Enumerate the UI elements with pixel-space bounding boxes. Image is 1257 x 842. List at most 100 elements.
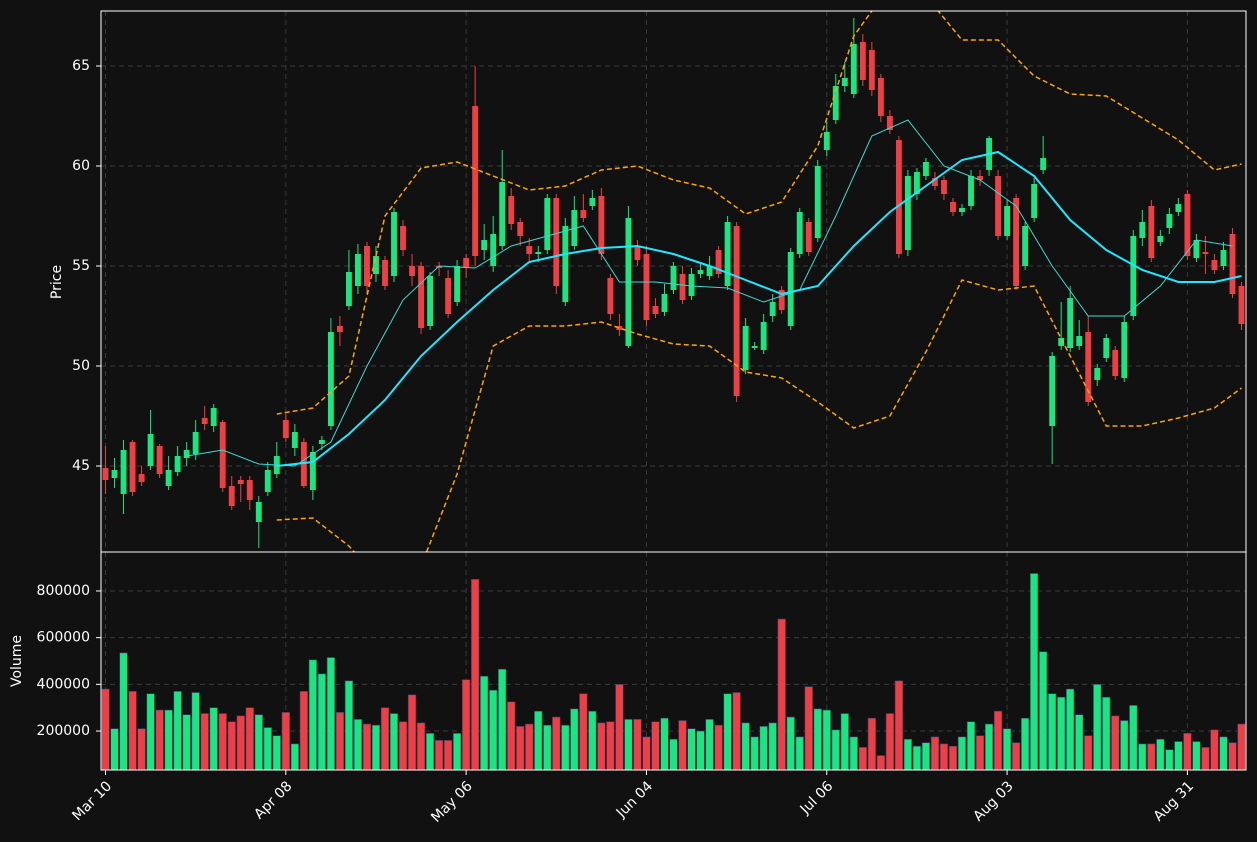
volume-bar xyxy=(164,709,173,770)
volume-bar xyxy=(750,736,759,770)
volume-bar xyxy=(1228,742,1237,770)
candle-body xyxy=(156,446,163,474)
volume-bar xyxy=(290,743,299,770)
candle-body xyxy=(742,326,749,370)
candle-body xyxy=(733,226,740,396)
candle-body xyxy=(1148,206,1155,258)
volume-bar xyxy=(218,713,227,770)
volume-bar xyxy=(894,680,904,770)
candle-body xyxy=(355,254,361,286)
volume-bar xyxy=(245,707,254,770)
candle-body xyxy=(1022,226,1029,266)
candle-body xyxy=(264,470,271,492)
volume-bar xyxy=(624,719,633,770)
volume-bar xyxy=(840,713,849,770)
volume-bar xyxy=(462,679,471,770)
candle-body xyxy=(517,222,524,236)
volume-bar xyxy=(1174,741,1183,770)
candle-body xyxy=(309,452,316,490)
y-tick-label: 800000 xyxy=(37,583,90,599)
volume-bar xyxy=(903,738,913,770)
y-axis-label: Price xyxy=(49,265,65,299)
volume-bar xyxy=(182,714,191,770)
volume-bar xyxy=(471,579,480,770)
volume-bar xyxy=(633,719,642,770)
candle-body xyxy=(868,50,875,90)
volume-bar xyxy=(534,710,543,770)
volume-bar xyxy=(912,745,922,770)
candle-body xyxy=(913,172,920,194)
candle-body xyxy=(192,432,199,454)
volume-bar xyxy=(813,708,822,770)
volume-bar xyxy=(498,668,507,770)
y-tick-label: 45 xyxy=(72,458,90,474)
candle-body xyxy=(886,116,893,130)
volume-bar xyxy=(281,712,290,770)
candle-body xyxy=(995,176,1001,236)
volume-bar xyxy=(425,733,435,770)
candle-body xyxy=(409,266,415,276)
volume-bar xyxy=(236,715,245,770)
volume-bar xyxy=(822,709,831,770)
volume-bar xyxy=(434,740,444,770)
candle-body xyxy=(1157,236,1164,242)
candle-body xyxy=(724,222,731,286)
candle-body xyxy=(526,246,533,254)
candle-body xyxy=(598,196,605,254)
candle-body xyxy=(706,266,713,276)
candle-body xyxy=(1094,368,1101,380)
band-line xyxy=(276,11,1242,415)
volume-bar xyxy=(299,691,308,770)
volume-bar xyxy=(993,710,1003,770)
volume-bar xyxy=(119,652,128,770)
candle-body xyxy=(1202,252,1209,254)
volume-bar xyxy=(966,721,976,770)
volume-bar xyxy=(110,728,119,770)
candle-body xyxy=(877,78,884,116)
volume-bar xyxy=(786,716,795,770)
volume-bar xyxy=(1219,736,1228,770)
candle-body xyxy=(1211,260,1218,270)
candle-body xyxy=(697,270,704,274)
candle-body xyxy=(751,346,758,348)
volume-bar xyxy=(1029,573,1039,770)
candle-body xyxy=(968,176,974,206)
candle-body xyxy=(400,226,406,250)
candle-body xyxy=(120,450,127,494)
volume-bar xyxy=(227,721,236,770)
volume-bar xyxy=(606,721,615,770)
candle-body xyxy=(950,202,956,212)
volume-bar xyxy=(948,745,958,770)
candle-body xyxy=(1013,198,1020,286)
volume-bar xyxy=(669,738,678,770)
volume-bar xyxy=(1084,735,1093,770)
volume-bar xyxy=(678,720,687,770)
candle-body xyxy=(850,44,857,94)
volume-bar xyxy=(741,722,750,770)
volume-bar xyxy=(507,701,516,770)
candle-body xyxy=(1067,298,1074,348)
candle-body xyxy=(147,434,154,466)
candle-body xyxy=(111,470,118,478)
candle-body xyxy=(1112,350,1119,376)
volume-frame xyxy=(100,551,1247,771)
candle-body xyxy=(382,260,388,286)
candle-body xyxy=(481,240,488,250)
candle-body xyxy=(165,470,172,486)
candle-body xyxy=(201,418,208,424)
candle-body xyxy=(336,326,343,332)
volume-bar xyxy=(579,693,588,770)
volume-bar xyxy=(371,724,381,770)
candle-body xyxy=(1175,204,1182,212)
candle-body xyxy=(1220,250,1227,266)
volume-bar xyxy=(804,686,813,770)
volume-bar xyxy=(353,719,363,770)
candle-body xyxy=(1076,336,1083,346)
candle-body xyxy=(183,450,190,458)
volume-plot xyxy=(101,573,1246,770)
volume-bar xyxy=(389,713,399,770)
candle-body xyxy=(255,502,262,522)
candle-body xyxy=(1238,286,1245,324)
candle-body xyxy=(1139,222,1146,238)
